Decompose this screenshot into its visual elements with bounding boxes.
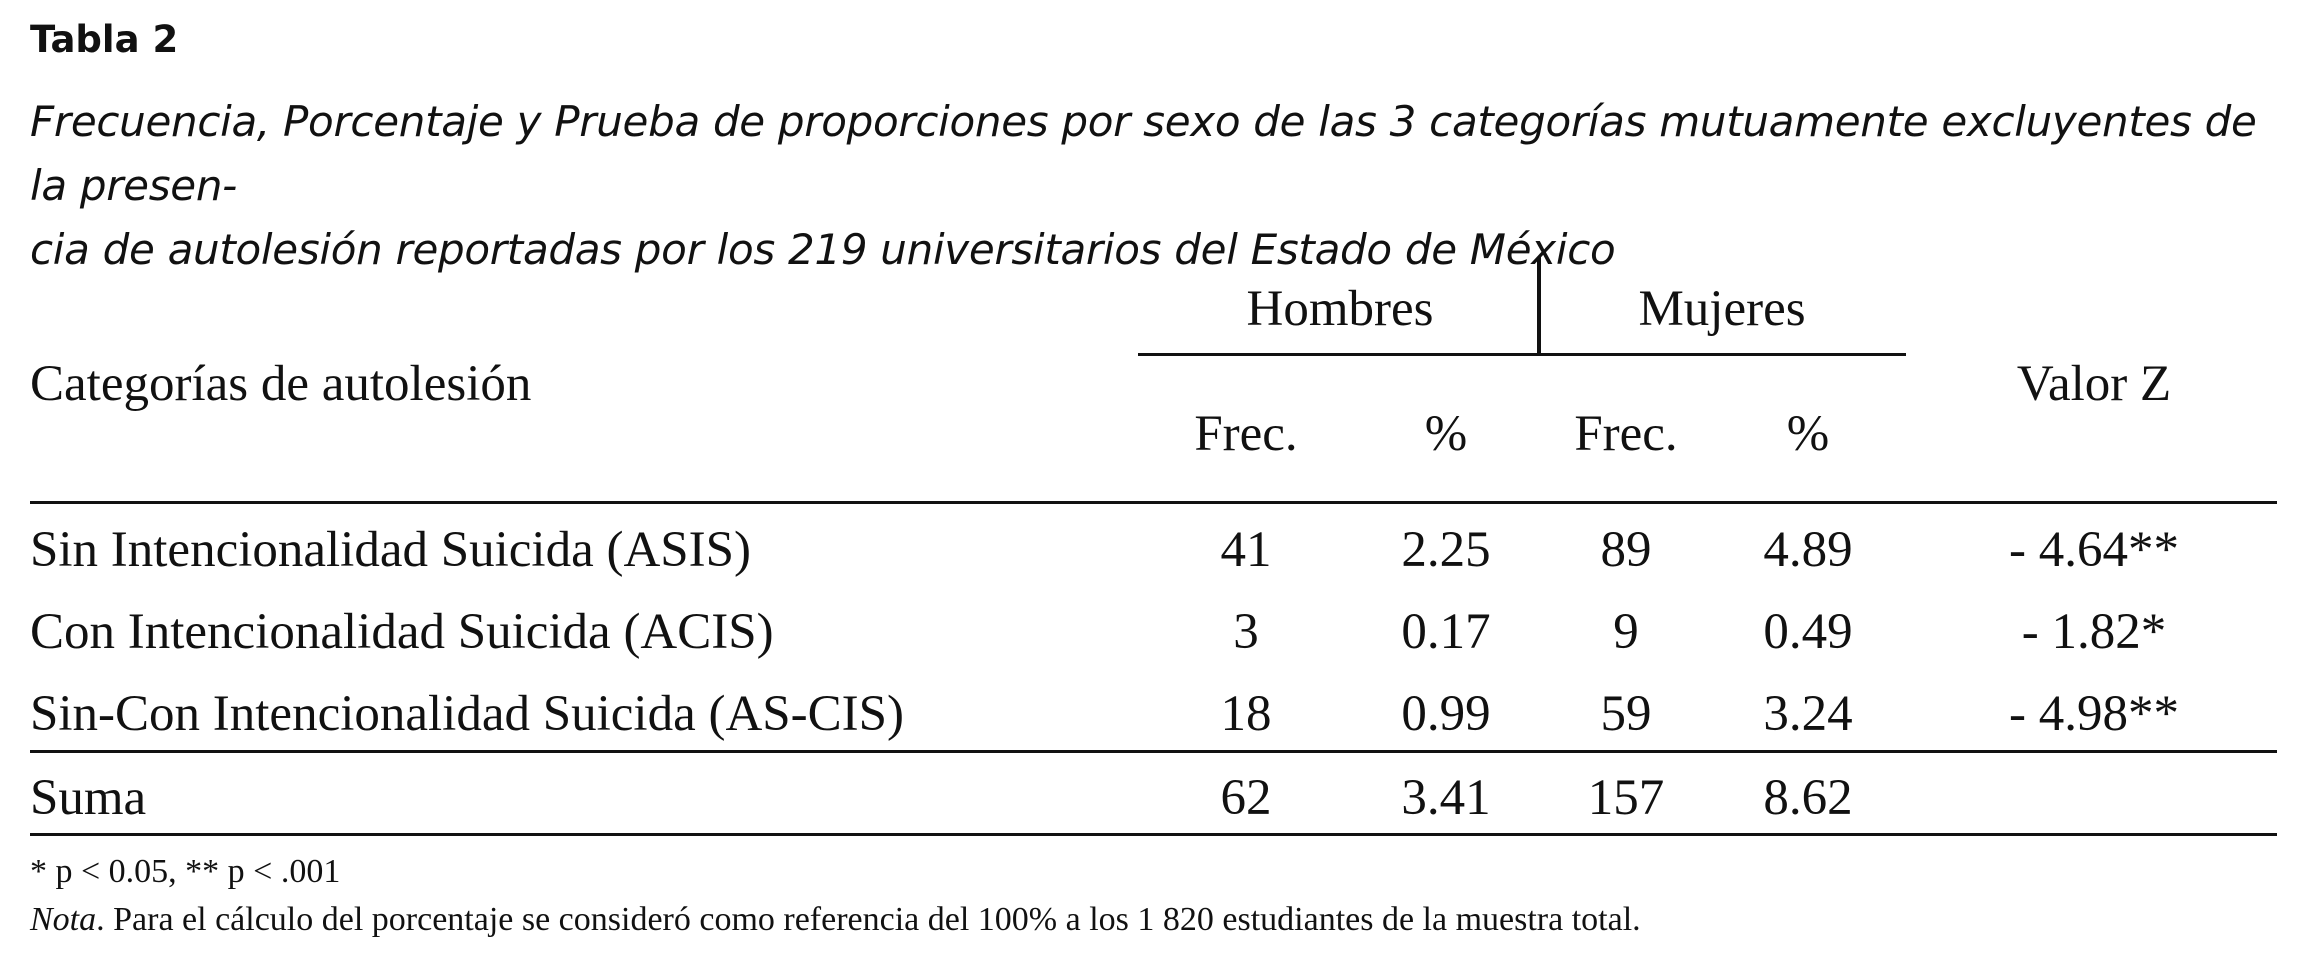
table-row-label: Con Intencionalidad Suicida (ACIS)	[30, 604, 774, 660]
table-row-label: Sin Intencionalidad Suicida (ASIS)	[30, 522, 751, 578]
table-cell-pct-women: 4.89	[1763, 522, 1853, 578]
header-freq-women: Frec.	[1574, 406, 1678, 462]
table-cell-freq-women: 89	[1600, 522, 1652, 578]
header-pct-women: %	[1786, 406, 1830, 462]
header-group-women: Mujeres	[1638, 281, 1806, 337]
total-freq-women: 157	[1587, 770, 1665, 826]
table-row-label: Sin-Con Intencionalidad Suicida (AS-CIS)	[30, 686, 904, 742]
total-freq-men: 62	[1220, 770, 1272, 826]
table-footnote: * p < 0.05, ** p < .001	[30, 853, 341, 890]
table-note: Nota. Para el cálculo del porcentaje se …	[30, 901, 1641, 938]
table-cell-z-value: - 4.98**	[2009, 686, 2179, 742]
table-cell-freq-women: 59	[1600, 686, 1652, 742]
table-cell-z-value: - 4.64**	[2009, 522, 2179, 578]
table-caption: Frecuencia, Porcentaje y Prueba de propo…	[30, 90, 2270, 282]
table-cell-pct-women: 3.24	[1763, 686, 1853, 742]
table-cell-freq-men: 18	[1220, 686, 1272, 742]
table-label: Tabla 2	[30, 18, 179, 61]
table-cell-pct-women: 0.49	[1763, 604, 1853, 660]
header-z-value: Valor Z	[2016, 356, 2172, 412]
table-cell-freq-men: 3	[1233, 604, 1259, 660]
total-row-label: Suma	[30, 770, 147, 826]
header-category: Categorías de autolesión	[30, 356, 532, 412]
caption-line-1: Frecuencia, Porcentaje y Prueba de propo…	[30, 97, 2257, 210]
table-cell-pct-men: 0.99	[1401, 686, 1491, 742]
group-underline	[1138, 353, 1906, 356]
table-cell-freq-men: 41	[1220, 522, 1272, 578]
table-cell-freq-women: 9	[1613, 604, 1639, 660]
total-rule	[30, 750, 2277, 753]
total-pct-men: 3.41	[1401, 770, 1491, 826]
header-pct-men: %	[1424, 406, 1468, 462]
header-freq-men: Frec.	[1194, 406, 1298, 462]
table-cell-z-value: - 1.82*	[2021, 604, 2167, 660]
bottom-rule	[30, 833, 2277, 836]
caption-line-2: cia de autolesión reportadas por los 219…	[30, 225, 1616, 274]
header-rule	[30, 501, 2277, 504]
group-divider	[1537, 257, 1541, 355]
total-pct-women: 8.62	[1763, 770, 1853, 826]
table-cell-pct-men: 0.17	[1401, 604, 1491, 660]
header-group-men: Hombres	[1246, 281, 1434, 337]
table-cell-pct-men: 2.25	[1401, 522, 1491, 578]
